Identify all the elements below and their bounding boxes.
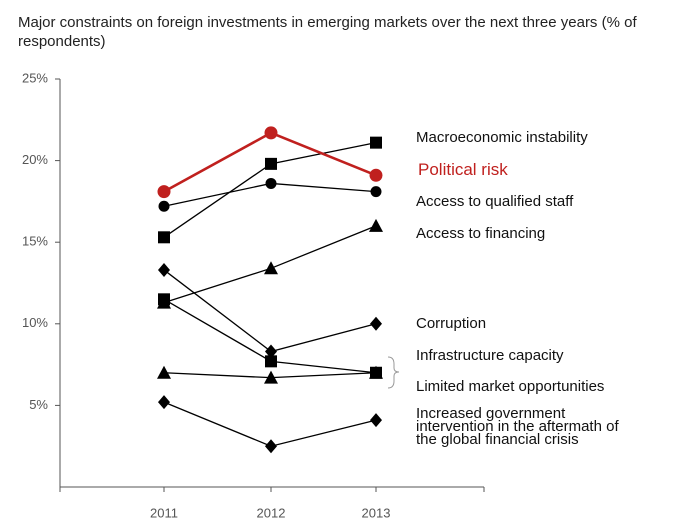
series-label: Infrastructure capacity: [416, 347, 564, 364]
series-label: Corruption: [416, 315, 487, 332]
series-label: Political risk: [418, 160, 508, 179]
series-line: [163, 142, 377, 238]
y-tick-label: 10%: [22, 315, 48, 330]
marker: [264, 126, 278, 140]
series-line: [163, 269, 377, 353]
marker: [157, 185, 171, 199]
marker: [158, 262, 170, 277]
series-label: Macroeconomic instability: [416, 129, 588, 146]
brace: [387, 356, 400, 389]
marker: [157, 365, 171, 379]
marker: [265, 355, 277, 368]
marker: [265, 177, 277, 189]
y-tick-label: 20%: [22, 152, 48, 167]
y-tick-label: 15%: [22, 234, 48, 249]
marker: [264, 261, 278, 275]
y-tick-label: 25%: [22, 70, 48, 85]
marker: [370, 316, 382, 331]
series-label: Access to qualified staff: [416, 193, 574, 210]
marker: [369, 168, 383, 182]
marker: [370, 186, 382, 198]
marker: [265, 344, 277, 359]
chart-title: Major constraints on foreign investments…: [18, 14, 637, 50]
series-label: Access to financing: [416, 225, 546, 242]
marker: [158, 231, 170, 244]
marker: [158, 395, 170, 410]
series-label: Increased government intervention in the…: [416, 405, 619, 448]
series-label: Limited market opportunities: [416, 378, 605, 395]
x-tick-label: 2011: [150, 505, 178, 519]
x-tick-label: 2013: [362, 505, 391, 519]
x-tick-label: 2012: [257, 505, 286, 519]
marker: [265, 157, 277, 170]
marker: [158, 200, 170, 212]
marker: [369, 365, 383, 379]
marker: [158, 293, 170, 306]
y-tick-label: 5%: [29, 397, 48, 412]
marker: [370, 413, 382, 428]
marker: [370, 136, 382, 149]
marker: [265, 439, 277, 454]
marker: [369, 218, 383, 232]
series-line: [163, 401, 377, 447]
marker: [264, 370, 278, 384]
